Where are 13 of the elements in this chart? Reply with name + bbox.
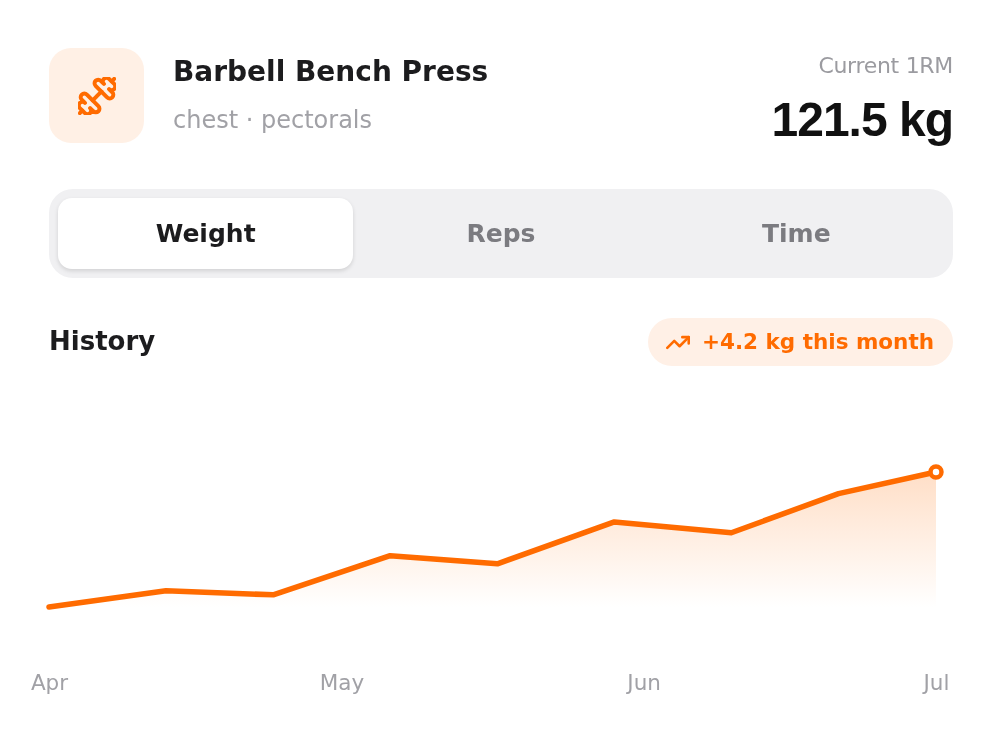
text: Current 1RM	[818, 53, 953, 78]
tab: Time	[648, 198, 944, 269]
tab: Reps	[353, 198, 649, 269]
chart-title: History	[49, 326, 156, 356]
text: 121.5 kg	[771, 93, 953, 146]
x-tick-label: May	[319, 669, 365, 695]
x-tick-label: Jul	[921, 669, 950, 695]
x-tick-label: Apr	[30, 669, 69, 695]
selected-tab: Weight	[58, 198, 354, 269]
badge: +4.2 kg this month	[647, 318, 953, 366]
x-tick-label: Jun	[625, 669, 661, 695]
text: chest · pectorals	[173, 106, 373, 134]
text: Barbell Bench Press	[173, 55, 489, 88]
